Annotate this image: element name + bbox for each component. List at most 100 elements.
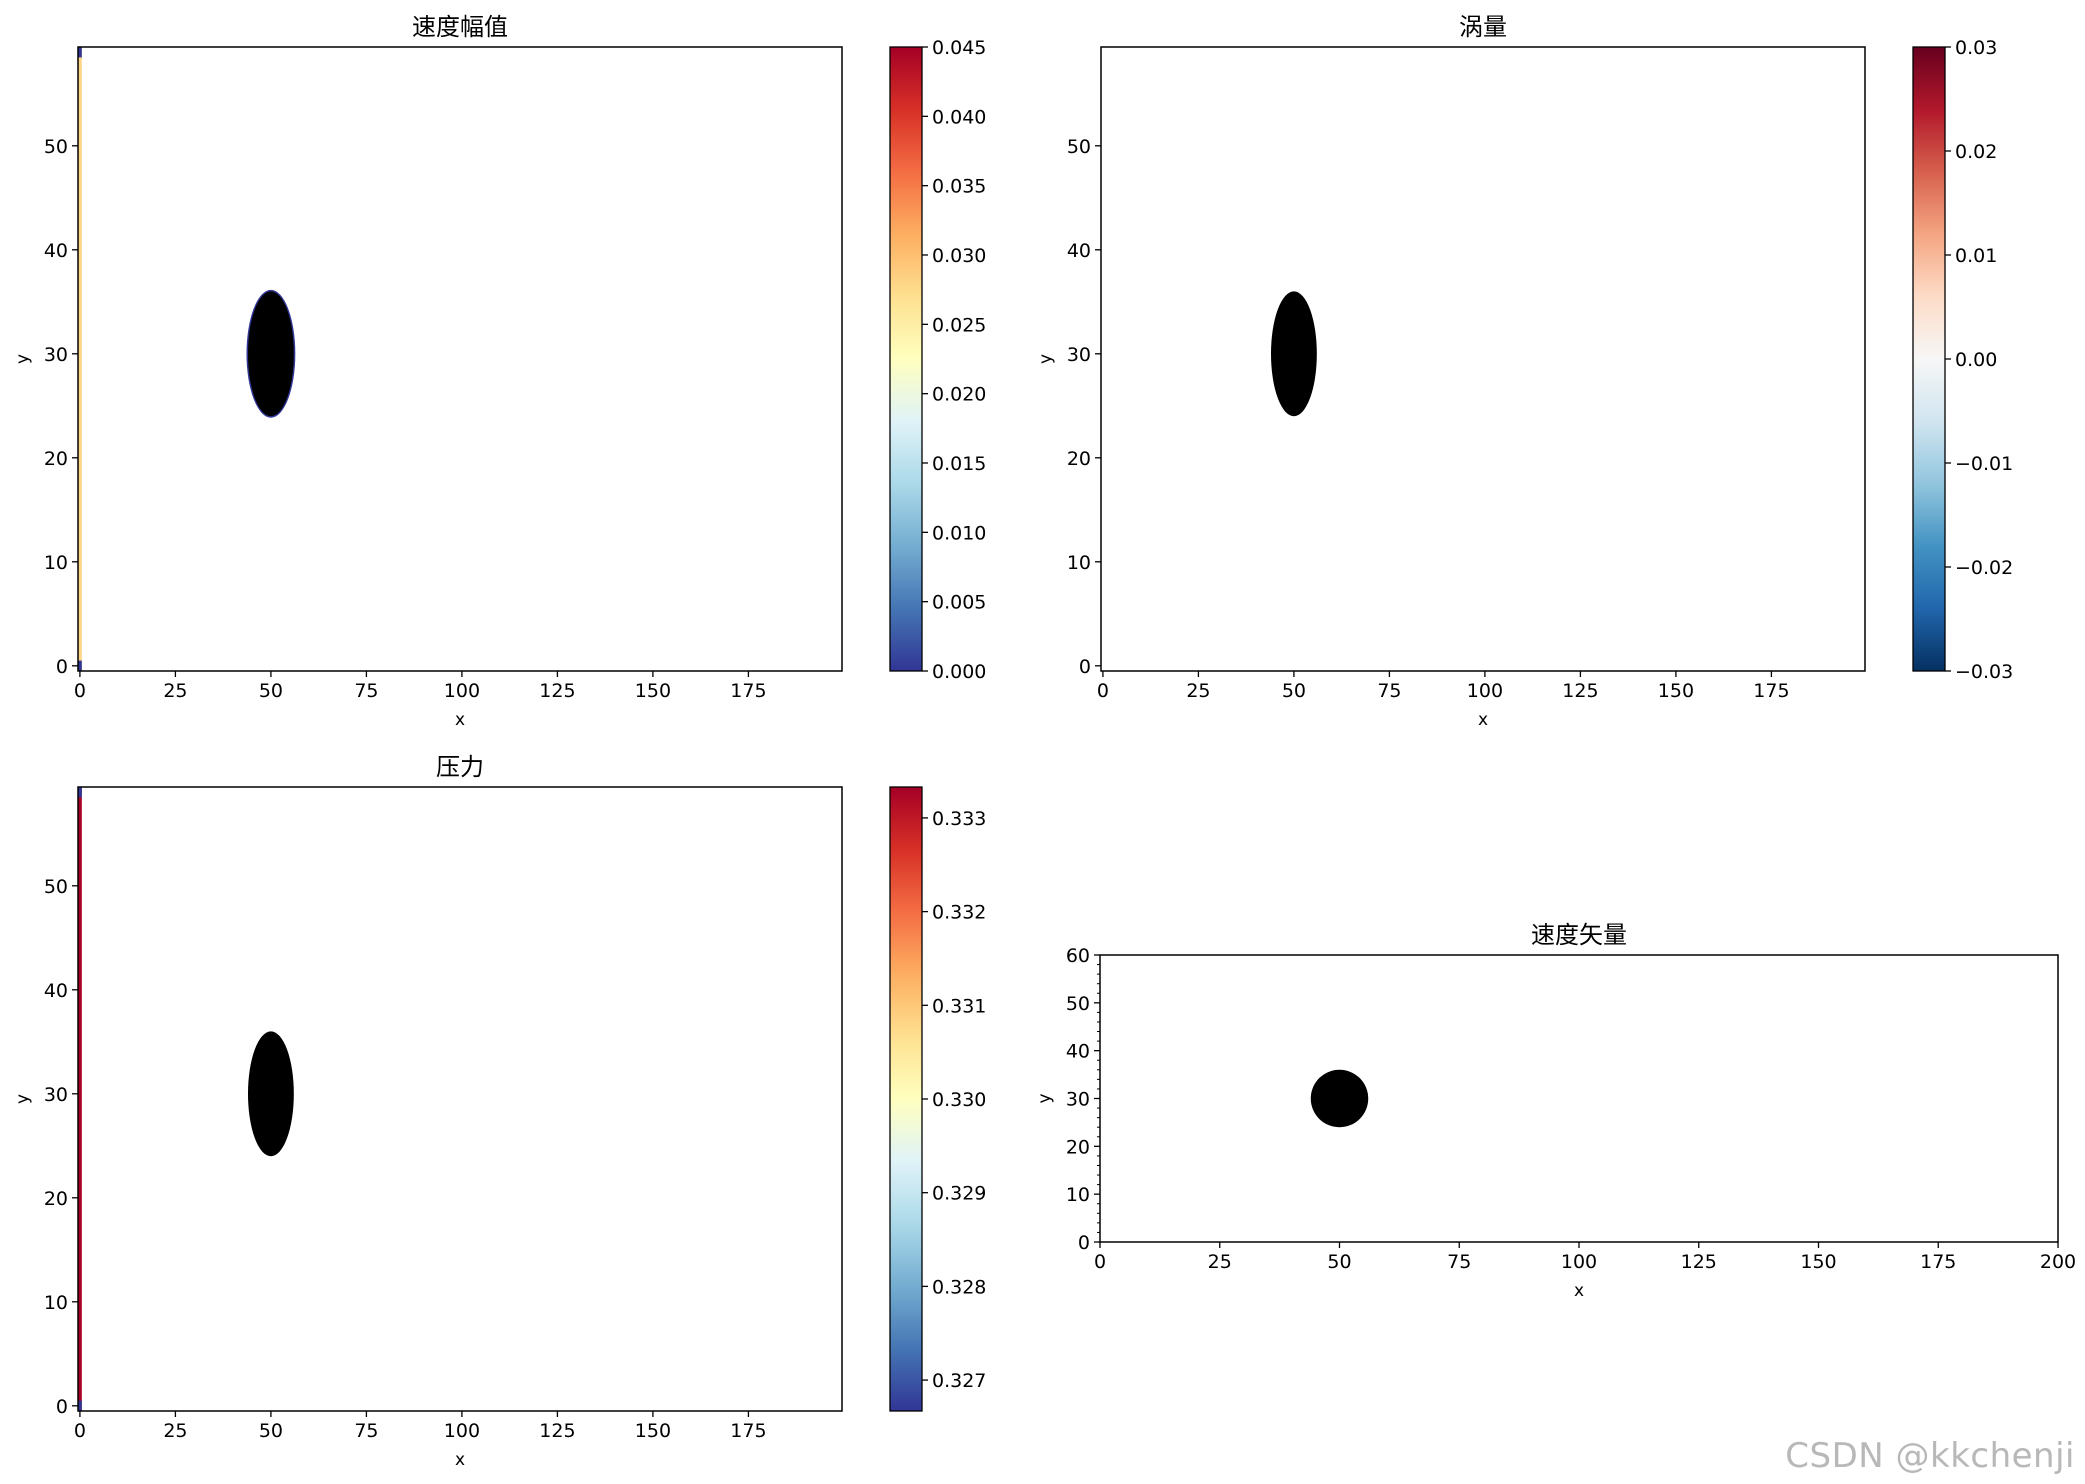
y-tick-label: 50 [44, 876, 68, 898]
obstacle [1270, 291, 1317, 417]
y-tick-label: 30 [44, 1084, 68, 1106]
x-tick-label: 150 [1658, 680, 1694, 702]
colorbar-tick-label: 0.331 [932, 995, 986, 1017]
x-tick-label: 25 [1186, 680, 1210, 702]
x-tick-label: 75 [1377, 680, 1401, 702]
x-tick-label: 25 [163, 680, 187, 702]
y-tick-label: 40 [1066, 1041, 1090, 1063]
axes-frame [1100, 46, 1866, 672]
colorbar-tick-label: 0.330 [932, 1089, 986, 1111]
x-tick-label: 75 [1447, 1251, 1471, 1273]
inlet-corner-bottom [78, 660, 82, 671]
field-background [78, 47, 842, 671]
y-tick-label: 20 [1067, 448, 1091, 470]
y-tick-label: 10 [1067, 552, 1091, 574]
colorbar-tick-label: 0.332 [932, 902, 986, 924]
x-tick-label: 25 [1208, 1251, 1232, 1273]
y-tick-label: 20 [44, 448, 68, 470]
x-tick-label: 50 [1282, 680, 1306, 702]
x-tick-label: 50 [1327, 1251, 1351, 1273]
colorbar-tick-label: 0.01 [1955, 245, 1997, 267]
chart-speed: 速度幅值 0 25 50 75 100 125 150 175 0 10 20 30 40 50 x y 0.00… [13, 13, 986, 730]
colorbar-tick-label: 0.045 [932, 37, 986, 59]
x-tick-label: 0 [1094, 1251, 1106, 1273]
x-tick-label: 175 [730, 1420, 766, 1442]
colorbar-tick-label: 0.329 [932, 1183, 986, 1205]
y-tick-label: 40 [44, 240, 68, 262]
x-tick-label: 175 [730, 680, 766, 702]
colorbar [889, 786, 923, 1412]
inlet-column [78, 47, 82, 671]
y-tick-label: 0 [56, 656, 68, 678]
colorbar-tick-label: 0.000 [932, 661, 986, 683]
x-tick-label: 100 [1561, 1251, 1597, 1273]
chart-vectors: 速度矢量 0 25 50 75 100 125 150 175 200 0 10 20 30 40 50 60 x… [1035, 921, 2076, 1301]
plot-background [1100, 955, 2058, 1242]
y-tick-label: 10 [44, 1292, 68, 1314]
colorbar-tick-label: 0.020 [932, 384, 986, 406]
y-tick-label: 10 [1066, 1184, 1090, 1206]
y-tick-label: 50 [44, 136, 68, 158]
obstacle [247, 291, 294, 417]
x-axis-label: x [1574, 1281, 1584, 1301]
chart-pressure: 压力 0 25 50 75 100 125 150 175 0 10 20 30 40 50 x y 0.327 0… [13, 753, 986, 1470]
y-tick-label: 0 [1078, 1232, 1090, 1254]
colorbar-tick-label: 0.327 [932, 1370, 986, 1392]
x-tick-label: 75 [354, 680, 378, 702]
inlet-corner-top [78, 787, 82, 798]
colorbar-tick-label: 0.025 [932, 314, 986, 336]
x-tick-label: 50 [259, 680, 283, 702]
x-tick-label: 125 [539, 1420, 575, 1442]
watermark: CSDN @kkchenji [1785, 1436, 2075, 1476]
x-tick-label: 25 [163, 1420, 187, 1442]
y-axis-label: y [1035, 1093, 1055, 1103]
colorbar-tick-label: 0.03 [1955, 37, 1997, 59]
x-tick-label: 100 [444, 680, 480, 702]
colorbar [889, 46, 923, 672]
y-axis-label: y [13, 354, 33, 364]
colorbar-tick-label: 0.015 [932, 453, 986, 475]
y-tick-label: 0 [1079, 656, 1091, 678]
y-tick-label: 40 [1067, 240, 1091, 262]
colorbar-tick-label: 0.040 [932, 106, 986, 128]
obstacle [247, 1031, 294, 1157]
colorbar-tick-label: −0.03 [1955, 661, 2013, 683]
chart-title: 压力 [436, 753, 484, 781]
colorbar-tick-label: 0.328 [932, 1276, 986, 1298]
x-tick-label: 75 [354, 1420, 378, 1442]
x-tick-label: 125 [539, 680, 575, 702]
y-tick-label: 20 [1066, 1136, 1090, 1158]
x-tick-label: 0 [74, 680, 86, 702]
y-tick-label: 30 [44, 344, 68, 366]
x-tick-label: 175 [1920, 1251, 1956, 1273]
x-axis-label: x [455, 710, 465, 730]
y-axis-label: y [1036, 354, 1056, 364]
x-tick-label: 0 [1097, 680, 1109, 702]
chart-vorticity: 涡量 0 25 50 75 100 125 150 175 0 10 20 30 40 50 x y −0.03 −… [1036, 13, 2013, 730]
y-tick-label: 60 [1066, 945, 1090, 967]
x-tick-label: 100 [1467, 680, 1503, 702]
x-axis-label: x [455, 1450, 465, 1470]
y-tick-label: 50 [1067, 136, 1091, 158]
x-tick-label: 125 [1681, 1251, 1717, 1273]
x-tick-label: 100 [444, 1420, 480, 1442]
y-tick-label: 30 [1066, 1089, 1090, 1111]
y-tick-label: 40 [44, 980, 68, 1002]
x-tick-label: 150 [635, 1420, 671, 1442]
x-tick-label: 0 [74, 1420, 86, 1442]
chart-title: 速度幅值 [412, 13, 508, 41]
colorbar-tick-label: 0.333 [932, 808, 986, 830]
x-tick-label: 200 [2040, 1251, 2076, 1273]
colorbar-tick-label: 0.035 [932, 176, 986, 198]
y-tick-label: 50 [1066, 993, 1090, 1015]
x-tick-label: 175 [1753, 680, 1789, 702]
obstacle [1310, 1069, 1369, 1128]
chart-title: 速度矢量 [1531, 921, 1627, 949]
x-tick-label: 150 [1800, 1251, 1836, 1273]
y-axis-label: y [13, 1094, 33, 1104]
axes-frame [77, 786, 843, 1412]
colorbar-tick-label: −0.02 [1955, 557, 2013, 579]
inlet-corner-top [78, 47, 82, 58]
axes-frame [77, 46, 843, 672]
